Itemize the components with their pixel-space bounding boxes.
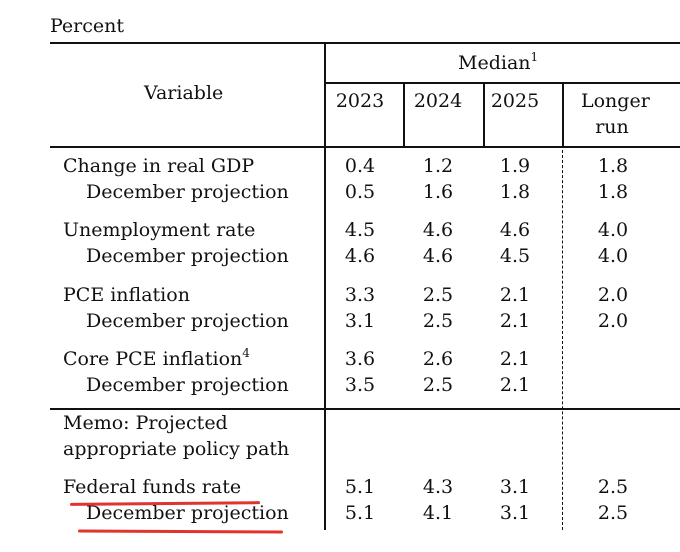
- row-value: 1.8: [499, 181, 531, 203]
- row-value: 4.5: [344, 219, 376, 241]
- memo-row-value: 3.1: [499, 502, 531, 524]
- longer-run-dashed-divider: [562, 150, 563, 530]
- memo-row-value: 2.5: [597, 502, 629, 524]
- median-footnote: 1: [530, 50, 539, 64]
- row-value: 4.6: [422, 219, 454, 241]
- year-header-2024: 2024: [413, 90, 463, 112]
- header-divider-longer-run: [562, 83, 564, 147]
- row-value: 2.0: [597, 310, 629, 332]
- memo-row-value: 5.1: [344, 476, 376, 498]
- longer-run-header-line2: run: [595, 116, 629, 138]
- row-value: 2.0: [597, 284, 629, 306]
- unit-label: Percent: [50, 15, 125, 37]
- row-value: 0.5: [344, 181, 376, 203]
- row-value: 1.9: [499, 155, 531, 177]
- row-value: 1.8: [597, 155, 629, 177]
- row-value: 4.6: [344, 245, 376, 267]
- memo-row-value: 4.3: [422, 476, 454, 498]
- row-label: December projection: [86, 181, 289, 203]
- row-value: 2.1: [499, 374, 531, 396]
- row-value: 2.5: [422, 310, 454, 332]
- row-label: December projection: [86, 374, 289, 396]
- row-value: 2.5: [422, 284, 454, 306]
- memo-rule: [50, 408, 680, 410]
- memo-row-value: 5.1: [344, 502, 376, 524]
- row-label: Unemployment rate: [63, 219, 256, 241]
- memo-row-value: 2.5: [597, 476, 629, 498]
- row-value: 1.8: [597, 181, 629, 203]
- row-value: 3.1: [344, 310, 376, 332]
- row-label: December projection: [86, 310, 289, 332]
- year-header-2025: 2025: [490, 90, 540, 112]
- memo-line-2: appropriate policy path: [63, 438, 290, 460]
- variable-header: Variable: [144, 82, 224, 104]
- header-bottom-rule: [50, 146, 680, 148]
- highlight-underline-december: [77, 529, 284, 534]
- row-footnote: 4: [242, 346, 250, 360]
- row-value: 4.5: [499, 245, 531, 267]
- row-value: 4.6: [499, 219, 531, 241]
- row-value: 1.2: [422, 155, 454, 177]
- row-value: 4.0: [597, 219, 629, 241]
- median-header: Median1: [458, 50, 539, 74]
- row-value: 4.0: [597, 245, 629, 267]
- row-value: 4.6: [422, 245, 454, 267]
- row-value: 3.3: [344, 284, 376, 306]
- memo-row-value: 3.1: [499, 476, 531, 498]
- header-divider-2025: [483, 83, 485, 147]
- median-underline: [326, 82, 680, 84]
- longer-run-header-line1: Longer: [581, 90, 650, 112]
- row-value: 2.1: [499, 348, 531, 370]
- row-value: 2.6: [422, 348, 454, 370]
- row-value: 0.4: [344, 155, 376, 177]
- row-value: 3.6: [344, 348, 376, 370]
- row-value: 2.1: [499, 284, 531, 306]
- row-value: 3.5: [344, 374, 376, 396]
- row-label: PCE inflation: [63, 284, 190, 306]
- memo-row-label: Federal funds rate: [63, 476, 242, 498]
- row-label: Core PCE inflation4: [63, 346, 250, 370]
- memo-row-value: 4.1: [422, 502, 454, 524]
- row-value: 2.1: [499, 310, 531, 332]
- label-column-divider: [324, 44, 326, 530]
- memo-row-label: December projection: [86, 502, 289, 524]
- memo-line-1: Memo: Projected: [63, 412, 228, 434]
- table-top-rule: [50, 42, 680, 44]
- row-value: 2.5: [422, 374, 454, 396]
- header-divider-2024: [403, 83, 405, 147]
- row-label: December projection: [86, 245, 289, 267]
- year-header-2023: 2023: [335, 90, 385, 112]
- row-label: Change in real GDP: [63, 155, 255, 177]
- row-value: 1.6: [422, 181, 454, 203]
